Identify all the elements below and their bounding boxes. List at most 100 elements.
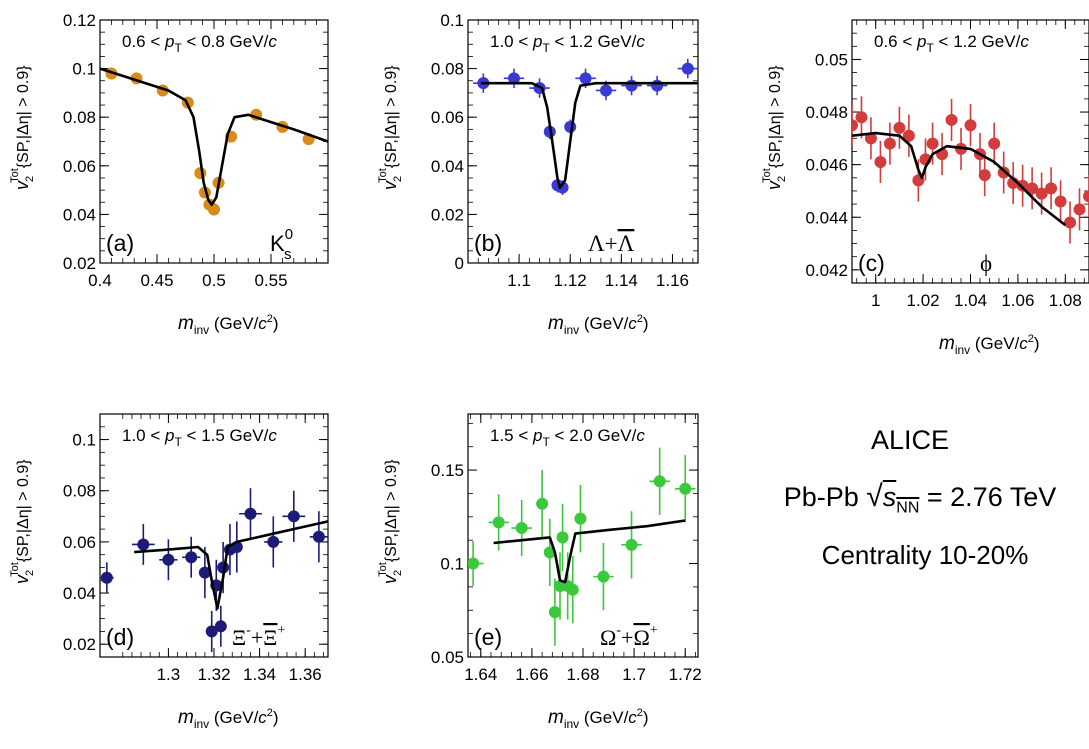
panel-a: 0.4 0.45 0.5 0.55 0.02 0.04 0.06 0.08 0.1 0.12 0.6… <box>9 11 329 337</box>
data-point <box>864 132 877 145</box>
x-axis-label: minv (GeV/c2) <box>178 707 279 731</box>
plot-frame <box>467 413 699 658</box>
y-tick-label: 0.06 <box>63 157 96 176</box>
particle-label: Ω-+Ω+ <box>600 623 658 650</box>
data-points <box>100 488 328 652</box>
x-tick-label: 1 <box>871 291 880 310</box>
data-points <box>468 447 696 646</box>
data-point <box>988 137 1001 150</box>
x-tick-label: 1.06 <box>1001 291 1034 310</box>
y-axis-label: v2Tot{SP,|Δη| > 0.9} <box>377 65 404 190</box>
pt-range-label: 1.5 < pT < 2.0 GeV/c <box>490 426 645 449</box>
x-tick-label: 1.04 <box>954 291 987 310</box>
data-point <box>194 167 207 180</box>
y-tick-label: 0.044 <box>805 208 848 227</box>
data-point <box>508 72 520 85</box>
y-tick-label: 0 <box>455 254 464 273</box>
y-tick-label: 0.04 <box>63 205 96 224</box>
data-point <box>978 169 991 182</box>
panel-e: 1.64 1.66 1.68 1.7 1.72 0.05 0.1 0.15 1.5 < pT <… <box>377 413 702 731</box>
panel-label: (a) <box>106 230 134 256</box>
data-point <box>468 557 480 570</box>
fit-curve <box>852 131 1067 227</box>
panel-c: 1 1.02 1.04 1.06 1.08 0.042 0.044 0.046 0.048 0.0… <box>761 19 1089 357</box>
pt-range-label: 0.6 < pT < 1.2 GeV/c <box>874 32 1029 55</box>
data-point <box>902 129 915 142</box>
x-tick-label: 1.14 <box>605 271 638 290</box>
data-point <box>287 510 300 523</box>
y-tick-label: 0.046 <box>805 156 848 175</box>
y-tick-label: 0.08 <box>63 482 96 501</box>
data-point <box>945 113 958 126</box>
data-point <box>566 583 579 596</box>
data-point <box>883 137 896 150</box>
data-point <box>100 571 113 584</box>
data-point <box>1026 182 1039 195</box>
y-tick-label: 0.12 <box>63 11 96 30</box>
y-tick-label: 0.02 <box>431 205 464 224</box>
x-tick-label: 0.5 <box>202 271 226 290</box>
data-point <box>964 119 977 132</box>
fit-curve <box>480 81 698 189</box>
data-point <box>1016 179 1029 192</box>
data-point <box>1045 182 1058 195</box>
x-tick-label: 1.3 <box>157 665 181 684</box>
y-tick-label: 0.08 <box>63 108 96 127</box>
data-points <box>105 67 315 216</box>
y-tick-label: 0.1 <box>440 555 464 574</box>
data-point <box>205 625 218 638</box>
panel-b: 1.1 1.12 1.14 1.16 0 0.02 0.04 0.06 0.08 0.1 1.0 <… <box>377 11 699 337</box>
x-axis-label: minv (GeV/c2) <box>178 313 279 337</box>
x-tick-label: 1.12 <box>554 271 587 290</box>
data-point <box>515 522 528 535</box>
fit-curve <box>134 520 328 610</box>
x-axis-label: minv (GeV/c2) <box>548 707 649 731</box>
energy-value: = 2.76 TeV <box>926 482 1057 512</box>
data-point <box>267 535 280 548</box>
experiment-label: ALICE <box>830 425 990 456</box>
y-tick-label: 0.1 <box>72 431 96 450</box>
y-tick-label: 0.06 <box>431 108 464 127</box>
data-point <box>137 538 150 551</box>
sqrt-symbol: √ <box>866 480 883 513</box>
data-point <box>162 553 175 566</box>
data-point <box>852 119 858 132</box>
data-point <box>492 516 505 529</box>
y-tick-label: 0.05 <box>431 648 464 667</box>
particle-label: ϕ <box>980 251 992 276</box>
data-point <box>600 84 612 97</box>
y-tick-label: 0.06 <box>63 533 96 552</box>
data-point <box>579 72 592 85</box>
data-point <box>1054 195 1067 208</box>
fit-curve <box>493 519 686 584</box>
energy-subscript: NN <box>896 499 920 517</box>
x-tick-label: 1.64 <box>464 665 497 684</box>
particle-label: Λ+Λ <box>588 231 635 256</box>
x-tick-label: 1.02 <box>907 291 940 310</box>
panel-label: (b) <box>474 230 502 256</box>
data-point <box>208 203 220 216</box>
y-tick-label: 0.04 <box>63 584 96 603</box>
data-point <box>926 137 939 150</box>
data-point <box>597 570 610 583</box>
data-point <box>1035 187 1048 200</box>
particle-label: Ξ-+Ξ+ <box>232 623 285 650</box>
panel-label: (e) <box>474 624 502 650</box>
data-point <box>681 62 694 75</box>
plot-frame <box>851 19 1089 284</box>
fit-curve <box>100 67 328 206</box>
y-tick-label: 0.02 <box>63 635 96 654</box>
panel-d: 1.3 1.32 1.34 1.36 0.02 0.04 0.06 0.08 0.1 1.0 < … <box>9 413 329 731</box>
y-tick-label: 0.08 <box>431 60 464 79</box>
data-point <box>214 620 227 633</box>
data-point <box>679 482 692 495</box>
particle-label: K0 s <box>270 226 293 263</box>
x-tick-label: 0.55 <box>254 271 287 290</box>
x-axis-label: minv (GeV/c2) <box>548 313 649 337</box>
centrality-text: Centrality 10-20% <box>821 540 1029 570</box>
system-prefix: Pb-Pb <box>783 482 859 512</box>
y-tick-label: 0.1 <box>440 11 464 30</box>
data-point <box>556 531 569 544</box>
x-tick-label: 1.36 <box>289 665 322 684</box>
